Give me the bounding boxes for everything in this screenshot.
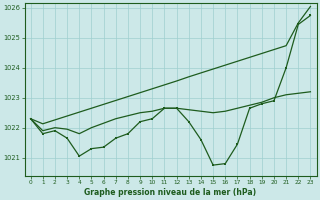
X-axis label: Graphe pression niveau de la mer (hPa): Graphe pression niveau de la mer (hPa) (84, 188, 257, 197)
